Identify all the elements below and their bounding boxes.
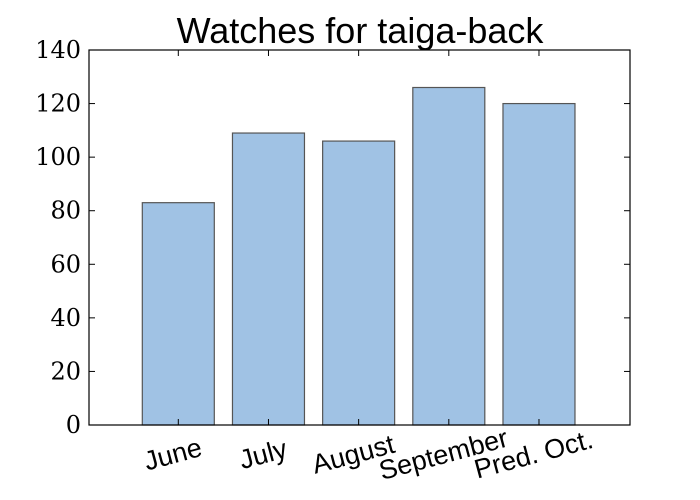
y-tick-label: 60 — [50, 250, 81, 278]
y-tick-label: 40 — [50, 304, 81, 332]
x-tick-label: July — [236, 433, 291, 475]
y-tick-label: 20 — [50, 357, 81, 385]
bar-august — [322, 140, 396, 426]
bar-july — [231, 132, 306, 426]
x-tick-label: June — [141, 432, 205, 476]
bar-pred-oct — [502, 102, 576, 426]
bar-june — [141, 202, 215, 426]
bars-layer — [141, 86, 576, 426]
y-tick-label: 140 — [35, 36, 81, 64]
plot-frame — [88, 49, 631, 426]
y-tick-label: 100 — [35, 143, 81, 171]
chart-title: Watches for taiga-back — [177, 10, 545, 51]
y-tick-label: 0 — [66, 411, 81, 439]
y-tick-label: 120 — [35, 90, 81, 118]
bar-september — [412, 86, 486, 426]
y-tick-label: 80 — [50, 197, 81, 225]
